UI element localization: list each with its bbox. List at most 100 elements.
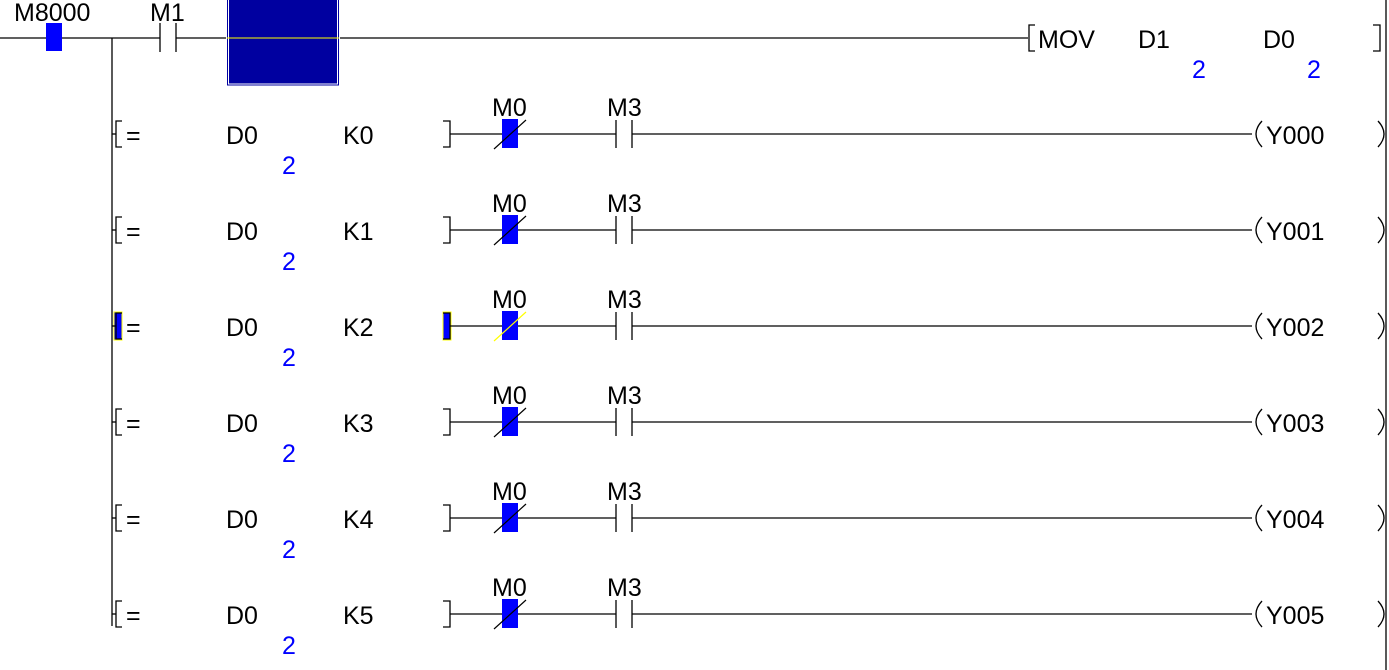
- source-operand: D1: [1138, 26, 1170, 54]
- contact-m3-gap: [616, 312, 632, 340]
- compare-bracket-close: [443, 600, 451, 628]
- compare-operand2: K0: [343, 122, 374, 150]
- compare-bracket-open: [115, 600, 122, 628]
- compare-operand1: D0: [226, 218, 258, 246]
- compare-bracket-close: [443, 120, 451, 148]
- cursor-selection-block[interactable]: [226, 0, 340, 87]
- contact-label: M3: [607, 574, 642, 602]
- compare-bracket-close: [443, 504, 451, 532]
- compare-operand2: K1: [343, 218, 374, 246]
- contact-m3-gap: [616, 216, 632, 244]
- contact-m0-nc-on[interactable]: [502, 311, 518, 340]
- main-rung[interactable]: M8000 M1 MOV D1 2 D0 2: [0, 0, 1381, 87]
- coil-label: Y003: [1266, 410, 1324, 438]
- operand1-monitor-value: 2: [282, 440, 296, 468]
- contact-m3-gap: [616, 504, 632, 532]
- compare-operand1: D0: [226, 602, 258, 630]
- coil-open: [1255, 408, 1263, 436]
- coil-close: [1377, 600, 1385, 628]
- operand1-monitor-value: 2: [282, 248, 296, 276]
- coil-open: [1255, 312, 1263, 340]
- rung-y000[interactable]: = D0 2 K0 M0 M3 Y000: [112, 94, 1385, 180]
- contact-label: M1: [150, 0, 185, 27]
- coil-label: Y002: [1266, 314, 1324, 342]
- mov-instruction[interactable]: MOV D1 2 D0 2: [1028, 24, 1381, 84]
- compare-operator: =: [126, 122, 141, 150]
- compare-operand1: D0: [226, 122, 258, 150]
- nc-slash: [493, 599, 527, 630]
- coil-label: Y001: [1266, 218, 1324, 246]
- coil-close: [1377, 504, 1385, 532]
- operand1-monitor-value: 2: [282, 536, 296, 564]
- contact-label: M3: [607, 478, 642, 506]
- rung-y001[interactable]: = D0 2 K1 M0 M3 Y001: [112, 190, 1385, 276]
- contact-label: M0: [492, 382, 527, 410]
- coil-open: [1255, 120, 1263, 148]
- instruction-mnemonic: MOV: [1038, 26, 1095, 54]
- contact-label: M3: [607, 382, 642, 410]
- operand1-monitor-value: 2: [282, 344, 296, 372]
- compare-bracket-close: [443, 216, 451, 244]
- coil-close: [1377, 216, 1385, 244]
- contact-m3-gap: [616, 600, 632, 628]
- compare-operand1: D0: [226, 410, 258, 438]
- operand1-monitor-value: 2: [282, 632, 296, 660]
- compare-operator: =: [126, 218, 141, 246]
- coil-close: [1377, 312, 1385, 340]
- compare-operator: =: [126, 410, 141, 438]
- rung-y004[interactable]: = D0 2 K4 M0 M3 Y004: [112, 478, 1385, 564]
- rung-y003[interactable]: = D0 2 K3 M0 M3 Y003: [112, 382, 1385, 468]
- nc-slash: [493, 311, 527, 342]
- contact-m3-gap: [616, 120, 632, 148]
- compare-operand2: K2: [343, 314, 374, 342]
- contact-m0-nc-on[interactable]: [502, 599, 518, 628]
- compare-operand2: K5: [343, 602, 374, 630]
- source-monitor-value: 2: [1192, 56, 1206, 84]
- compare-operator: =: [126, 314, 141, 342]
- contact-label: M0: [492, 574, 527, 602]
- rung-y002[interactable]: = D0 2 K2 M0 M3 Y002: [112, 286, 1385, 372]
- nc-slash: [493, 407, 527, 438]
- coil-open: [1255, 216, 1263, 244]
- coil-open: [1255, 504, 1263, 532]
- dest-operand: D0: [1263, 26, 1295, 54]
- contact-m1[interactable]: [159, 23, 177, 52]
- compare-operand2: K4: [343, 506, 374, 534]
- dest-monitor-value: 2: [1307, 56, 1321, 84]
- coil-label: Y000: [1266, 122, 1324, 150]
- compare-bracket-open: [115, 216, 122, 244]
- contact-label: M0: [492, 190, 527, 218]
- contact-label: M0: [492, 94, 527, 122]
- coil-open: [1255, 600, 1263, 628]
- contact-label: M8000: [14, 0, 90, 27]
- compare-operand2: K3: [343, 410, 374, 438]
- contact-m0-nc-on[interactable]: [502, 407, 518, 436]
- contact-m0-nc-on[interactable]: [502, 215, 518, 244]
- contact-m3-gap: [616, 408, 632, 436]
- nc-slash: [493, 215, 527, 246]
- compare-bracket-open: [115, 504, 122, 532]
- compare-operand1: D0: [226, 506, 258, 534]
- compare-bracket-close: [443, 408, 451, 436]
- nc-slash: [493, 503, 527, 534]
- nc-slash: [493, 119, 527, 150]
- contact-label: M3: [607, 190, 642, 218]
- compare-operand1: D0: [226, 314, 258, 342]
- rung-y005[interactable]: = D0 2 K5 M0 M3 Y005: [112, 574, 1385, 660]
- coil-label: Y004: [1266, 506, 1324, 534]
- compare-bracket-open: [115, 408, 122, 436]
- contact-m8000-on[interactable]: [46, 23, 62, 51]
- compare-operator: =: [126, 602, 141, 630]
- contact-label: M0: [492, 478, 527, 506]
- contact-m0-nc-on[interactable]: [502, 503, 518, 532]
- contact-m0-nc-on[interactable]: [502, 119, 518, 148]
- coil-close: [1377, 120, 1385, 148]
- contact-label: M0: [492, 286, 527, 314]
- coil-close: [1377, 408, 1385, 436]
- contact-label: M3: [607, 94, 642, 122]
- operand1-monitor-value: 2: [282, 152, 296, 180]
- compare-bracket-open: [115, 120, 122, 148]
- contact-label: M3: [607, 286, 642, 314]
- compare-operator: =: [126, 506, 141, 534]
